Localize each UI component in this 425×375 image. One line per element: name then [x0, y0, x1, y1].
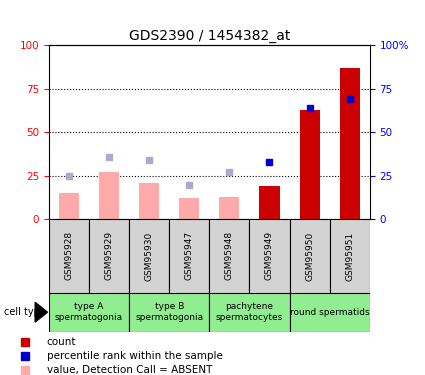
Polygon shape — [35, 302, 48, 322]
Bar — [289, 219, 330, 292]
Bar — [49, 219, 89, 292]
Bar — [169, 219, 209, 292]
Text: percentile rank within the sample: percentile rank within the sample — [47, 351, 223, 361]
Text: GSM95929: GSM95929 — [105, 231, 113, 280]
Text: value, Detection Call = ABSENT: value, Detection Call = ABSENT — [47, 364, 212, 375]
Bar — [249, 219, 289, 292]
Bar — [330, 219, 370, 292]
Bar — [99, 172, 119, 219]
Bar — [139, 183, 159, 219]
Text: type B
spermatogonia: type B spermatogonia — [135, 303, 203, 322]
Bar — [89, 219, 129, 292]
Bar — [209, 219, 249, 292]
Text: round spermatids: round spermatids — [290, 308, 369, 316]
Text: GSM95930: GSM95930 — [144, 231, 154, 280]
Bar — [219, 197, 239, 219]
Bar — [59, 193, 79, 219]
Text: GSM95928: GSM95928 — [65, 231, 74, 280]
Bar — [209, 292, 289, 332]
Bar — [179, 198, 199, 219]
Text: count: count — [47, 337, 76, 347]
Bar — [259, 186, 280, 219]
Bar — [289, 292, 370, 332]
Bar — [129, 292, 209, 332]
Text: GSM95949: GSM95949 — [265, 231, 274, 280]
Bar — [340, 68, 360, 219]
Bar — [300, 110, 320, 219]
Bar — [129, 219, 169, 292]
Text: GSM95951: GSM95951 — [345, 231, 354, 280]
Text: type A
spermatogonia: type A spermatogonia — [55, 303, 123, 322]
Text: pachytene
spermatocytes: pachytene spermatocytes — [216, 303, 283, 322]
Title: GDS2390 / 1454382_at: GDS2390 / 1454382_at — [129, 28, 290, 43]
Bar — [49, 292, 129, 332]
Text: GSM95947: GSM95947 — [185, 231, 194, 280]
Text: cell type: cell type — [4, 307, 46, 317]
Text: GSM95948: GSM95948 — [225, 231, 234, 280]
Text: GSM95950: GSM95950 — [305, 231, 314, 280]
